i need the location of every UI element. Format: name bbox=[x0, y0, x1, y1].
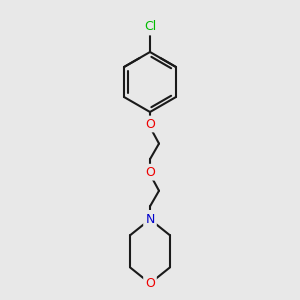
Text: Cl: Cl bbox=[144, 20, 156, 34]
Text: N: N bbox=[145, 212, 155, 225]
Text: O: O bbox=[145, 166, 155, 179]
Text: O: O bbox=[145, 118, 155, 130]
Text: N: N bbox=[145, 213, 155, 226]
Text: O: O bbox=[145, 277, 155, 290]
